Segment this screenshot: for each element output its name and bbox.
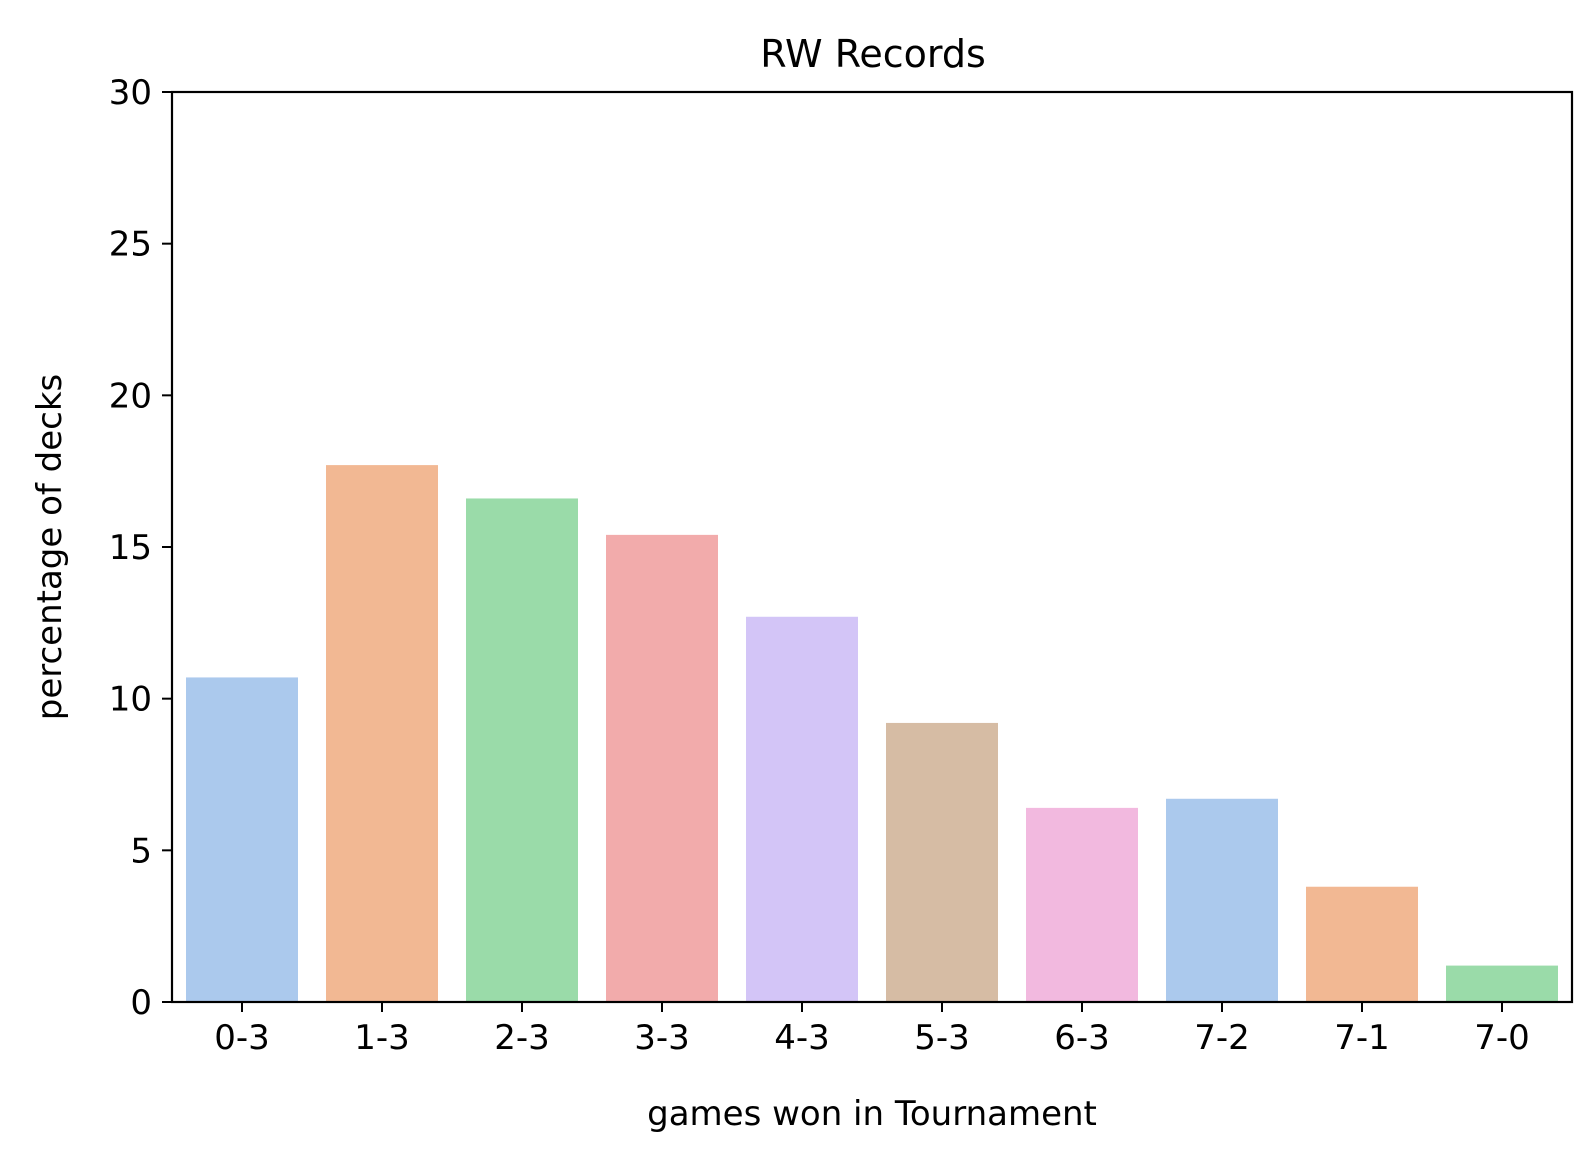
y-tick-label: 15: [109, 528, 152, 568]
bar-7-1: [1306, 886, 1418, 1002]
x-tick-label: 4-3: [774, 1018, 830, 1058]
bar-7-2: [1166, 798, 1278, 1002]
x-tick-label: 6-3: [1054, 1018, 1110, 1058]
x-tick-label: 3-3: [634, 1018, 690, 1058]
bar-5-3: [886, 722, 998, 1002]
x-tick-label: 7-0: [1474, 1018, 1530, 1058]
y-tick-label: 5: [130, 831, 152, 871]
y-axis-label: percentage of decks: [30, 374, 70, 721]
x-axis-label: games won in Tournament: [647, 1094, 1097, 1134]
y-axis: 0 5 10 15 20 25 30: [109, 73, 172, 1023]
bar-7-0: [1446, 965, 1558, 1002]
bars-layer: [186, 465, 1558, 1003]
y-tick-label: 25: [109, 225, 152, 265]
y-tick-label: 20: [109, 376, 152, 416]
bar-2-3: [466, 498, 578, 1002]
plot-frame: [170, 90, 1574, 1004]
x-tick-label: 2-3: [494, 1018, 550, 1058]
bar-1-3: [326, 465, 438, 1003]
y-tick-label: 0: [130, 983, 152, 1023]
y-tick-label: 10: [109, 680, 152, 720]
x-tick-label: 5-3: [914, 1018, 970, 1058]
x-tick-label: 7-1: [1334, 1018, 1390, 1058]
bar-3-3: [606, 534, 718, 1002]
chart-title: RW Records: [760, 32, 986, 76]
x-tick-label: 1-3: [354, 1018, 410, 1058]
x-tick-label: 7-2: [1194, 1018, 1250, 1058]
bar-4-3: [746, 616, 858, 1002]
bar-0-3: [186, 677, 298, 1002]
y-tick-label: 30: [109, 73, 152, 113]
x-axis: 0-3 1-3 2-3 3-3 4-3 5-3 6-3 7-2 7-1 7-0: [214, 1002, 1530, 1058]
x-tick-label: 0-3: [214, 1018, 270, 1058]
bar-6-3: [1026, 807, 1138, 1002]
